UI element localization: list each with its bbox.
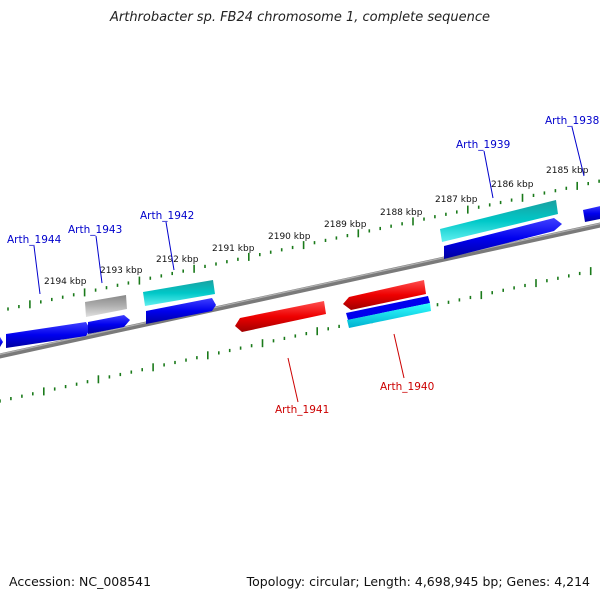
tick-label: 2188 kbp <box>380 208 423 218</box>
tick-label: 2189 kbp <box>324 220 367 230</box>
gene-arth-1940[interactable] <box>343 280 431 328</box>
sequence-summary-text: Topology: circular; Length: 4,698,945 bp… <box>246 574 590 589</box>
leader-line <box>393 333 405 379</box>
leader-line <box>483 150 494 199</box>
tick-label: 2185 kbp <box>546 166 589 176</box>
gene-arth-1939[interactable] <box>440 200 562 259</box>
tick-rail-upper <box>7 179 600 311</box>
gene-label-arth-1941[interactable]: Arth_1941 <box>275 404 329 416</box>
tick-label: 2191 kbp <box>212 244 255 254</box>
gene-labels: Arth_1944 Arth_1943 Arth_1942 Arth_1941 … <box>7 115 599 416</box>
tick-label: 2190 kbp <box>268 232 311 242</box>
gene-label-arth-1938[interactable]: Arth_1938 <box>545 115 599 127</box>
tick-label: 2186 kbp <box>491 180 534 190</box>
tick-labels: 2194 kbp 2193 kbp 2192 kbp 2191 kbp 2190… <box>44 166 589 287</box>
gene-label-arth-1943[interactable]: Arth_1943 <box>68 224 122 236</box>
tick-label: 2192 kbp <box>156 255 199 265</box>
forward-strand-features <box>0 200 600 348</box>
map-title: Arthrobacter sp. FB24 chromosome 1, comp… <box>109 10 491 25</box>
gene-arth-1942[interactable] <box>143 280 216 324</box>
tick-label: 2194 kbp <box>44 277 87 287</box>
gene-label-arth-1940[interactable]: Arth_1940 <box>380 381 434 393</box>
leader-line <box>571 126 585 177</box>
reverse-strand-features <box>235 280 431 332</box>
tick-label: 2187 kbp <box>435 195 478 205</box>
leader-line <box>95 235 103 284</box>
gene-label-arth-1942[interactable]: Arth_1942 <box>140 210 194 222</box>
leader-line <box>165 221 175 271</box>
gene-label-arth-1939[interactable]: Arth_1939 <box>456 139 510 151</box>
leader-line <box>287 357 299 403</box>
gene-arth-1944[interactable] <box>6 322 90 348</box>
leader-line <box>33 245 41 295</box>
gene-label-arth-1944[interactable]: Arth_1944 <box>7 234 62 246</box>
tick-label: 2193 kbp <box>100 266 143 276</box>
gene-partial-left[interactable] <box>0 337 3 348</box>
gene-arth-1938[interactable] <box>583 205 600 222</box>
accession-text: Accession: NC_008541 <box>9 574 152 589</box>
gene-arth-1943[interactable] <box>85 295 130 334</box>
chromosome-backbone <box>0 222 600 359</box>
gene-arth-1941[interactable] <box>235 301 326 332</box>
